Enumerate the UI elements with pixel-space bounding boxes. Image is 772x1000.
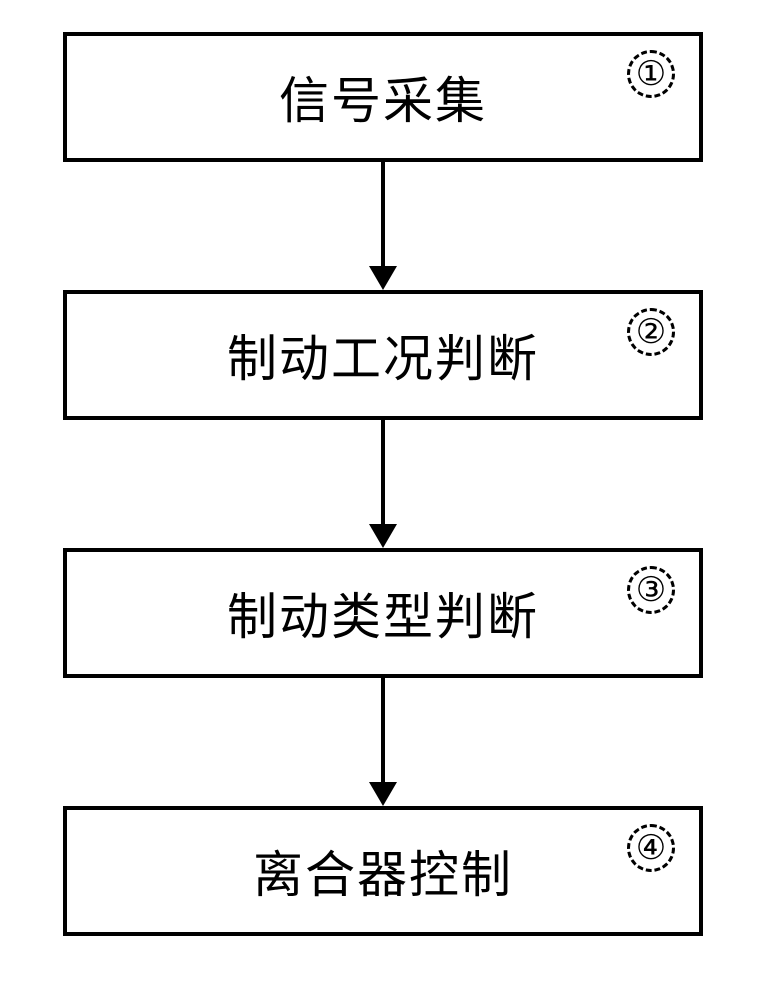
flow-node-label: 制动工况判断 bbox=[227, 319, 539, 391]
flow-node-label: 制动类型判断 bbox=[227, 577, 539, 649]
flow-node-label: 离合器控制 bbox=[253, 835, 513, 907]
flow-node-n4: 离合器控制 ④ bbox=[63, 806, 703, 936]
step-badge: ① bbox=[627, 50, 675, 98]
flow-node-n2: 制动工况判断 ② bbox=[63, 290, 703, 420]
flowchart-canvas: 信号采集 ① 制动工况判断 ② 制动类型判断 ③ 离合器控制 ④ bbox=[0, 0, 772, 1000]
arrow-line bbox=[381, 420, 385, 524]
step-badge: ② bbox=[627, 308, 675, 356]
flow-node-label: 信号采集 bbox=[279, 61, 487, 133]
arrow-line bbox=[381, 162, 385, 266]
arrow-head-icon bbox=[369, 782, 397, 806]
flow-node-n3: 制动类型判断 ③ bbox=[63, 548, 703, 678]
arrow-line bbox=[381, 678, 385, 782]
arrow-head-icon bbox=[369, 524, 397, 548]
step-badge: ③ bbox=[627, 566, 675, 614]
flow-node-n1: 信号采集 ① bbox=[63, 32, 703, 162]
step-badge: ④ bbox=[627, 824, 675, 872]
arrow-head-icon bbox=[369, 266, 397, 290]
